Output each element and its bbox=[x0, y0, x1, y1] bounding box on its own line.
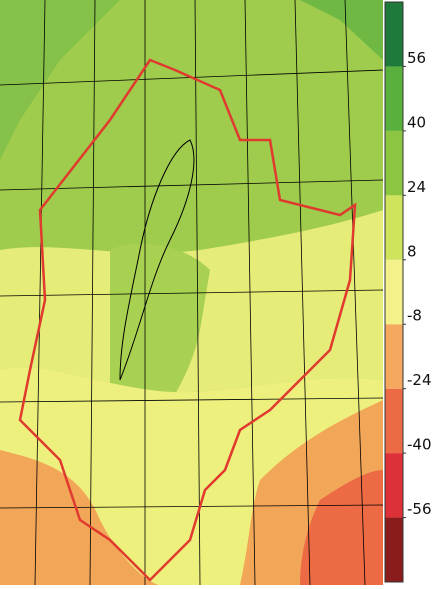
coastline bbox=[119, 139, 195, 381]
map-region bbox=[0, 0, 383, 60]
map-region bbox=[0, 0, 120, 160]
colorbar-tick-label: -40 bbox=[407, 436, 432, 454]
colorbar-tick-label: 24 bbox=[407, 178, 426, 196]
colorbar-band bbox=[385, 66, 403, 131]
colorbar-band bbox=[385, 130, 403, 196]
colorbar-tick-label: 40 bbox=[407, 113, 426, 131]
colorbar-tick-label: -24 bbox=[407, 371, 432, 389]
colorbar-tick-label: 8 bbox=[407, 242, 417, 260]
colorbar-band bbox=[385, 195, 403, 260]
colorbar-frame bbox=[384, 1, 404, 583]
colorbar-tick-label: -8 bbox=[407, 307, 422, 325]
colorbar-tick-label: 56 bbox=[407, 49, 426, 67]
colorbar-band bbox=[385, 259, 403, 325]
colorbar-band bbox=[385, 453, 403, 518]
colorbar-band bbox=[385, 2, 403, 67]
domain-border bbox=[18, 58, 357, 582]
colorbar-band bbox=[385, 324, 403, 389]
colorbar-band bbox=[385, 388, 403, 454]
map bbox=[0, 0, 384, 586]
colorbar-band bbox=[385, 517, 403, 582]
colorbar-tick-label: -56 bbox=[407, 500, 432, 518]
